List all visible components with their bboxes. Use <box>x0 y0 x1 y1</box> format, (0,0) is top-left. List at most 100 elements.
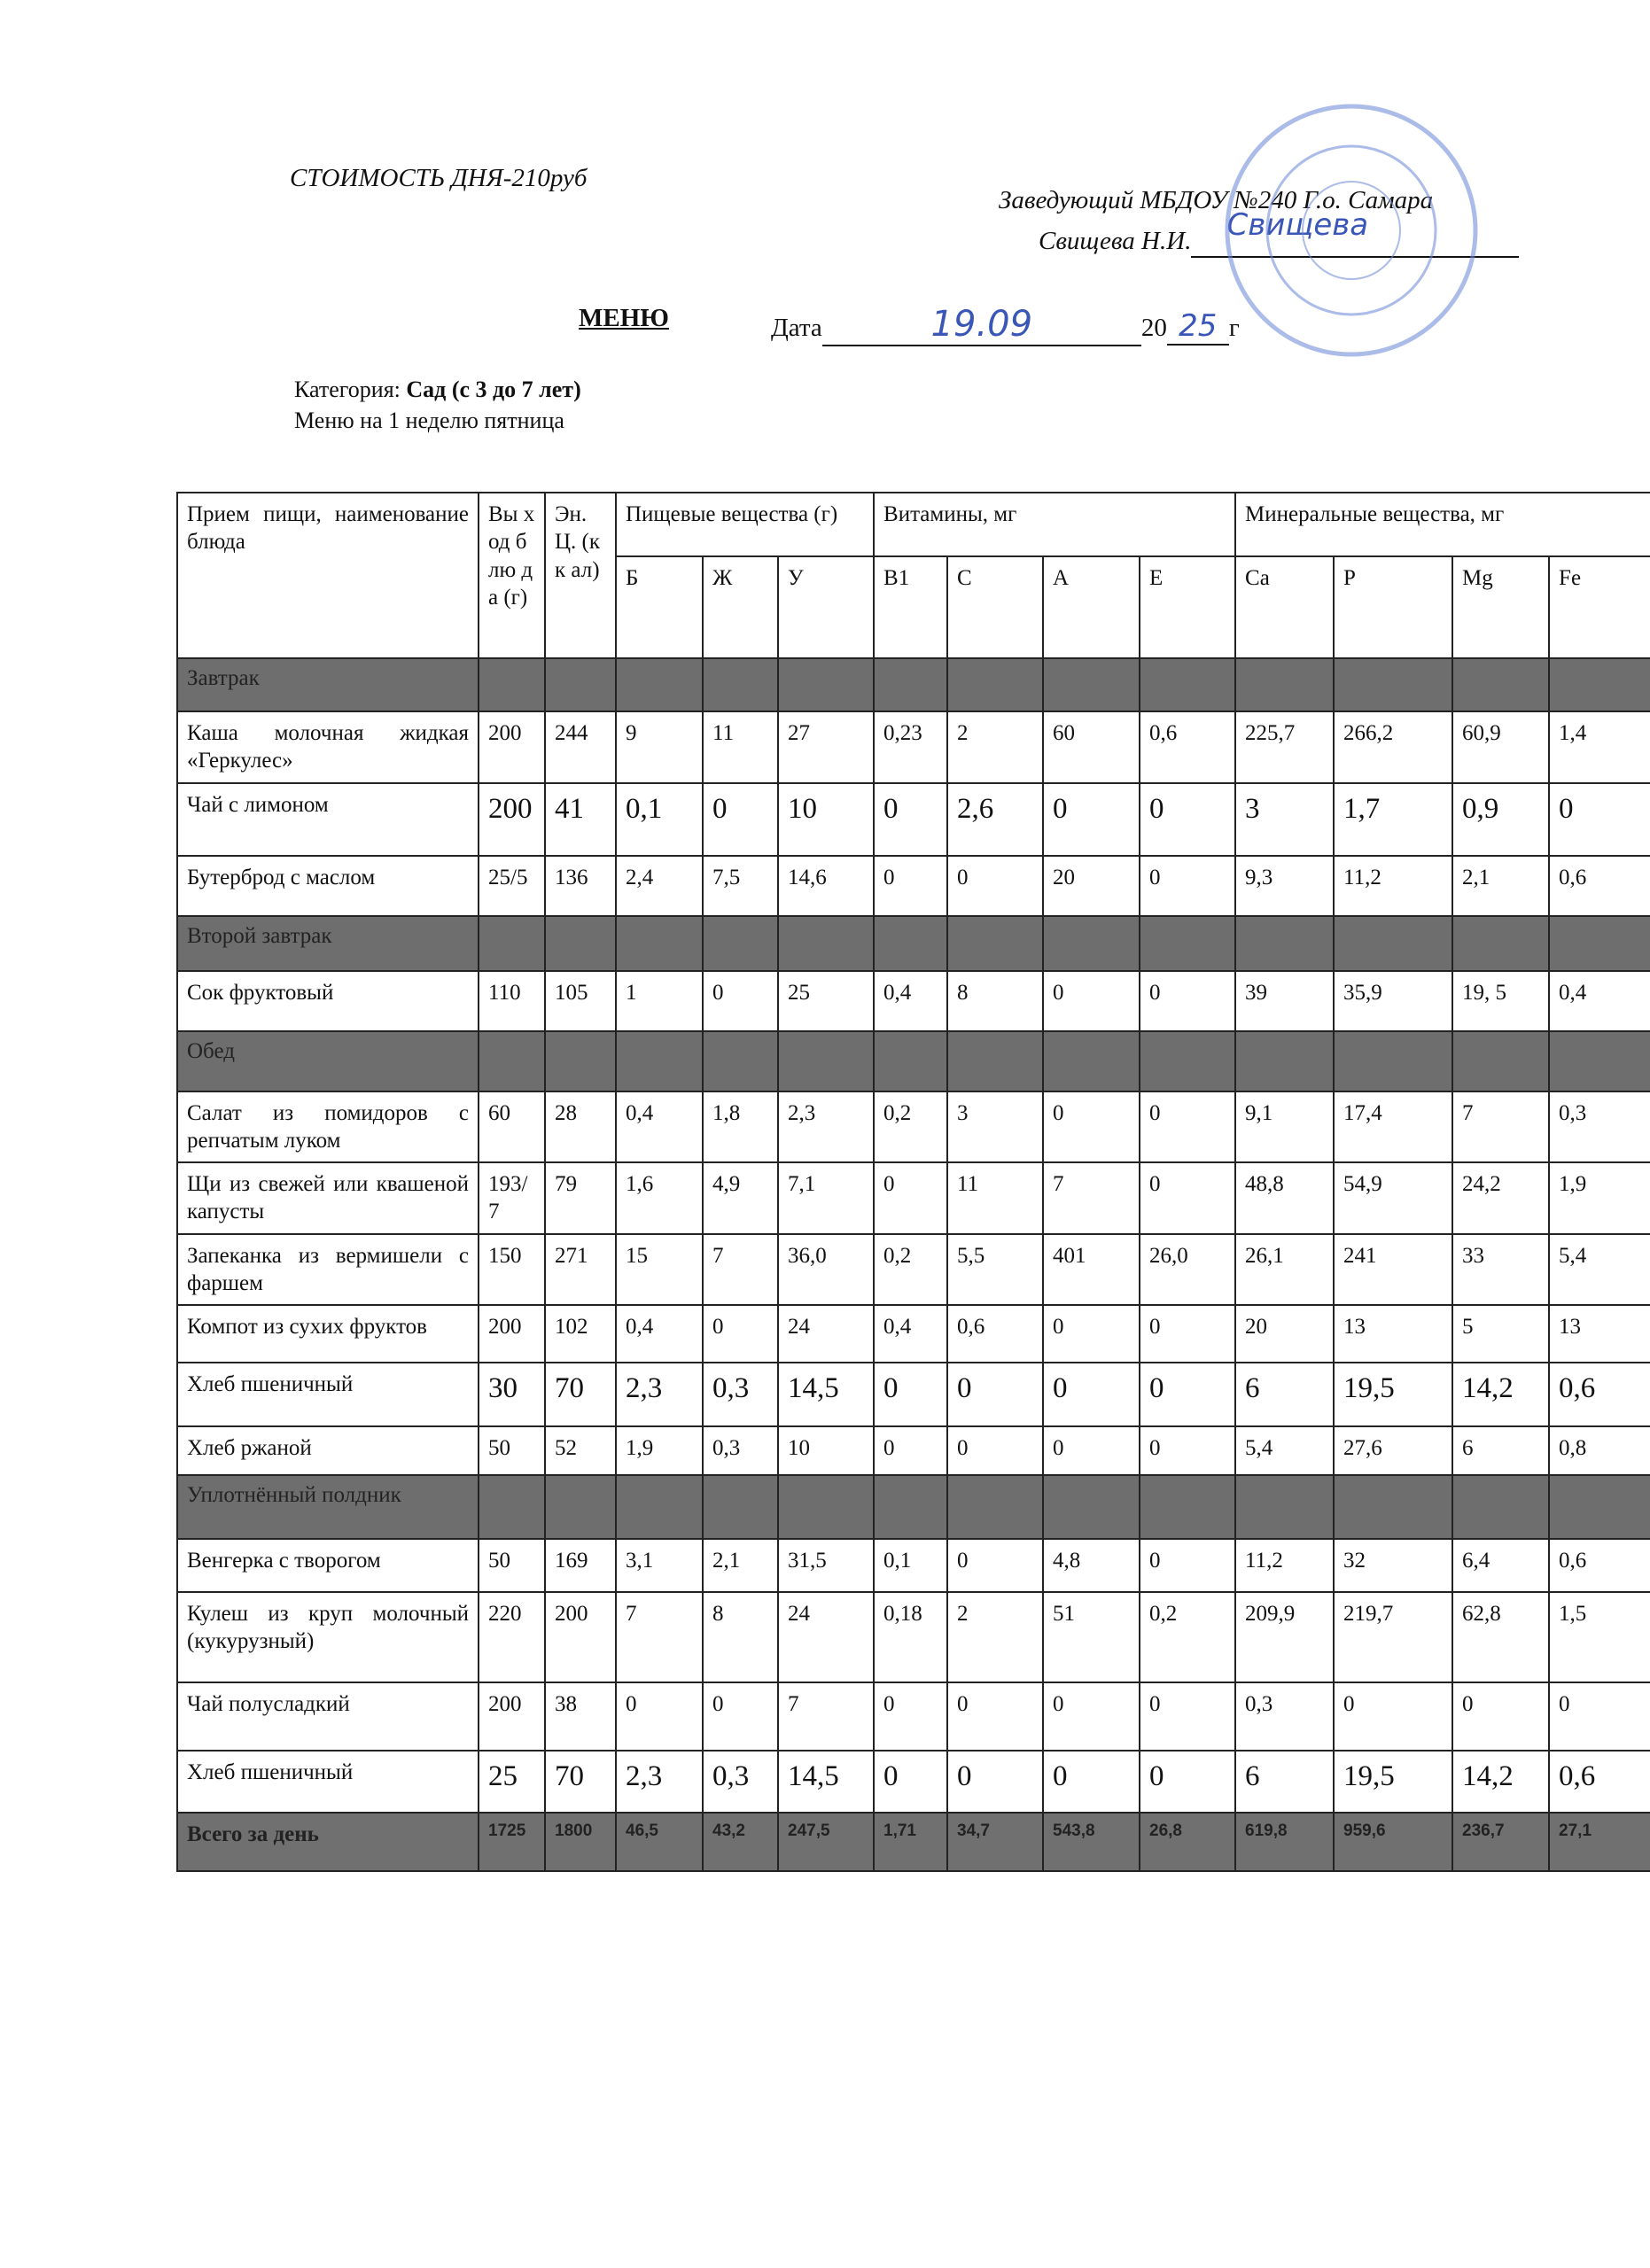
value-cell: 1,7 <box>1333 781 1454 857</box>
section-cell <box>544 1029 617 1092</box>
menu-table: Прием пищи, наименование блюда Вы ход бл… <box>176 492 1650 1872</box>
value-cell: 0 <box>1042 1682 1141 1751</box>
section-title: Завтрак <box>176 657 479 712</box>
value-cell: 17,4 <box>1333 1090 1454 1163</box>
value-cell: 0 <box>1452 1682 1551 1751</box>
section-cell <box>702 914 779 972</box>
value-cell: 52 <box>544 1425 617 1476</box>
value-cell: 0 <box>1042 969 1141 1032</box>
value-cell: 0 <box>1139 854 1237 917</box>
value-cell: 0,6 <box>1548 1538 1650 1593</box>
header-sub: А <box>1042 555 1141 659</box>
section-cell <box>873 657 949 712</box>
value-cell: 33 <box>1452 1232 1551 1306</box>
value-cell: 0 <box>615 1682 704 1751</box>
section-cell <box>873 1474 949 1540</box>
value-cell: 0 <box>873 1161 949 1235</box>
value-cell: 2,1 <box>702 1538 779 1593</box>
value-cell: 0,6 <box>1548 854 1650 917</box>
value-cell: 13 <box>1333 1304 1454 1363</box>
value-cell: 0 <box>1139 969 1237 1032</box>
value-cell: 0 <box>873 1750 949 1814</box>
value-cell: 169 <box>544 1538 617 1593</box>
value-cell: 6 <box>1452 1425 1551 1476</box>
header-sub: Ж <box>702 555 779 659</box>
approval-name: Свищева Н.И. Свищева <box>1039 207 1520 258</box>
header-sub: P <box>1333 555 1454 659</box>
value-cell: 9,1 <box>1234 1090 1335 1163</box>
section-cell <box>1548 914 1650 972</box>
value-cell: 0,6 <box>1548 1362 1650 1427</box>
value-cell: 0 <box>946 854 1045 917</box>
value-cell: 14,2 <box>1452 1750 1551 1814</box>
value-cell: 8 <box>946 969 1045 1032</box>
value-cell: 7 <box>702 1232 779 1306</box>
section-cell <box>1139 914 1237 972</box>
section-cell <box>1333 1029 1454 1092</box>
section-cell <box>1548 1029 1650 1092</box>
section-cell <box>1042 1029 1141 1092</box>
header-minerals: Минеральные вещества, мг <box>1234 492 1650 557</box>
value-cell: 3,1 <box>615 1538 704 1593</box>
value-cell: 41 <box>544 781 617 857</box>
table-row: Хлеб пшеничный 30 70 2,3 0,3 14,5 0 0 0 0 6 19,5 14,… <box>176 1362 1650 1427</box>
section-cell <box>1452 914 1551 972</box>
section-cell <box>615 1029 704 1092</box>
value-cell: 70 <box>544 1362 617 1427</box>
date-value: 19.09 <box>930 304 1033 345</box>
value-cell: 24,2 <box>1452 1161 1551 1235</box>
total-value: 46,5 <box>615 1812 704 1872</box>
total-value: 27,1 <box>1548 1812 1650 1872</box>
value-cell: 200 <box>478 1682 546 1751</box>
value-cell: 7,5 <box>702 854 779 917</box>
section-cell <box>1333 914 1454 972</box>
section-cell <box>1042 1474 1141 1540</box>
year-prefix: 20 <box>1140 314 1167 342</box>
section-cell <box>478 657 546 712</box>
value-cell: 13 <box>1548 1304 1650 1363</box>
section-cell <box>702 657 779 712</box>
header-yield: Вы ход блю да (г) <box>478 492 546 659</box>
year-end: г <box>1228 314 1240 342</box>
value-cell: 31,5 <box>776 1538 876 1593</box>
table-row: Салат из помидоров с репчатым луком 60 28 0… <box>176 1090 1650 1163</box>
table-row: Бутерброд с маслом 25/5 136 2,4 7,5 14,6 0 0 20 0… <box>176 854 1650 917</box>
header-vitamins: Витамины, мг <box>873 492 1237 557</box>
value-cell: 0 <box>702 969 779 1032</box>
value-cell: 0 <box>873 854 949 917</box>
value-cell: 2,4 <box>615 854 704 917</box>
value-cell: 0 <box>873 1362 949 1427</box>
value-cell: 0 <box>1139 1538 1237 1593</box>
value-cell: 5,4 <box>1234 1425 1335 1476</box>
value-cell: 0,6 <box>946 1304 1045 1363</box>
value-cell: 9,3 <box>1234 854 1335 917</box>
total-value: 1800 <box>544 1812 617 1872</box>
dish-name: Щи из свежей или квашеной капусты <box>176 1161 479 1235</box>
total-value: 26,8 <box>1139 1812 1237 1872</box>
table-row: Сок фруктовый 110 105 1 0 25 0,4 8 0 0 39 35,9 19, 5… <box>176 969 1650 1032</box>
value-cell: 14,5 <box>776 1362 876 1427</box>
value-cell: 0 <box>946 1362 1045 1427</box>
section-cell <box>1234 1029 1335 1092</box>
section-cell <box>544 1474 617 1540</box>
header-sub: Е <box>1139 555 1237 659</box>
value-cell: 1,5 <box>1548 1591 1650 1683</box>
value-cell: 50 <box>478 1425 546 1476</box>
total-value: 247,5 <box>776 1812 876 1872</box>
value-cell: 150 <box>478 1232 546 1306</box>
header-sub: Б <box>615 555 704 659</box>
value-cell: 6 <box>1234 1750 1335 1814</box>
menu-title: МЕНЮ <box>579 304 669 332</box>
value-cell: 1,9 <box>1548 1161 1650 1235</box>
section-cell <box>1548 657 1650 712</box>
value-cell: 0,4 <box>873 969 949 1032</box>
year-suffix: 25 <box>1179 308 1218 344</box>
value-cell: 0 <box>873 1425 949 1476</box>
value-cell: 0 <box>1139 1425 1237 1476</box>
value-cell: 27 <box>776 711 876 784</box>
value-cell: 62,8 <box>1452 1591 1551 1683</box>
value-cell: 0,3 <box>1548 1090 1650 1163</box>
value-cell: 200 <box>478 781 546 857</box>
value-cell: 24 <box>776 1591 876 1683</box>
value-cell: 220 <box>478 1591 546 1683</box>
